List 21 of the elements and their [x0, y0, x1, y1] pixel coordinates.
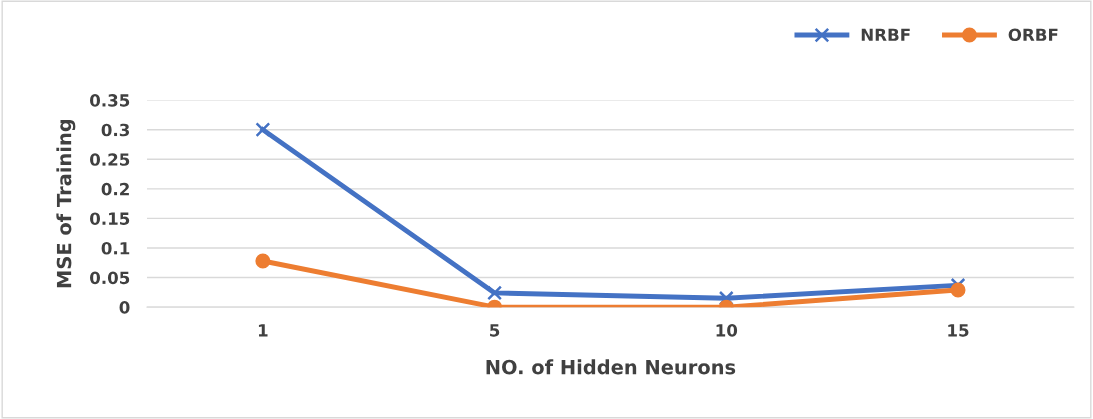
y-tick-label: 0.35 [90, 94, 130, 107]
y-axis-title: MSE of Training [56, 119, 76, 288]
point [255, 253, 271, 269]
x-tick-label: 1 [258, 324, 268, 337]
y-tick-label: 0.05 [90, 271, 130, 285]
legend-label: ORBF [1008, 28, 1058, 42]
point [718, 290, 734, 306]
y-tick-label: 0.2 [101, 182, 129, 196]
y-tick-label: 0.1 [101, 241, 130, 255]
y-tick-label: 0.15 [90, 212, 130, 225]
y-tick-label: 0.25 [90, 153, 130, 166]
point [255, 122, 271, 138]
y-tick-label: 0.3 [101, 123, 130, 137]
x-tick-label: 15 [948, 324, 969, 337]
x-axis-title: NO. of Hidden Neurons [486, 359, 736, 375]
x-tick-label: 10 [716, 324, 738, 337]
point [487, 285, 503, 301]
point [950, 282, 966, 298]
legend-label: NRBF [861, 28, 910, 41]
y-tick-label: 0 [119, 301, 130, 314]
x-tick-label: 5 [490, 324, 500, 337]
